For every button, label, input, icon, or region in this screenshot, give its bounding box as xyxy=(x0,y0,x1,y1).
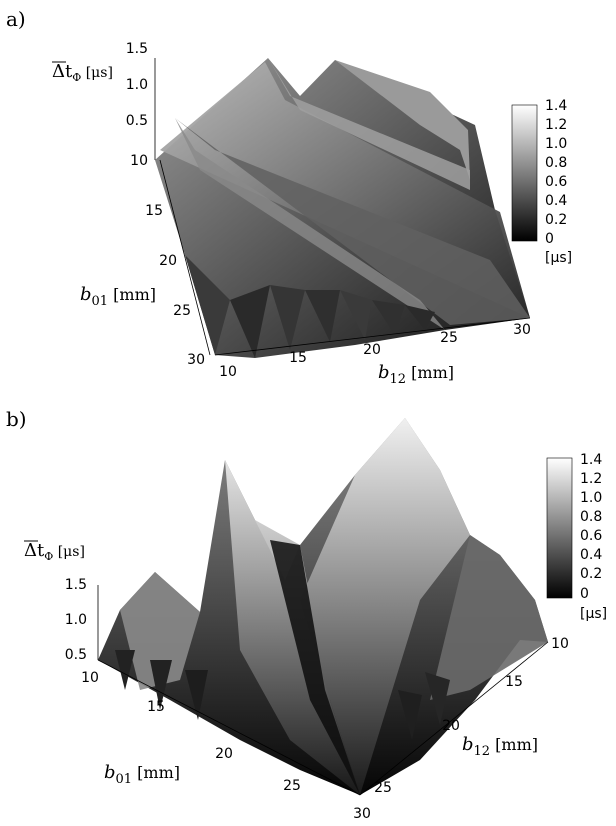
panel-b-z-tick: 1.0 xyxy=(65,612,87,628)
panel-a-label: a) xyxy=(6,7,26,31)
panel-a-cb-tick: 0.8 xyxy=(545,155,567,171)
panel-b-valley-1 xyxy=(270,540,360,795)
panel-a-y-tick: 15 xyxy=(145,203,163,219)
panel-b-z-tick: 1.5 xyxy=(65,577,87,593)
panel-b-colorbar-unit: [μs] xyxy=(580,606,607,622)
panel-a-y-tick: 10 xyxy=(130,153,148,169)
panel-a-ridge-3 xyxy=(175,118,445,330)
panel-b-spike-4 xyxy=(398,690,422,740)
panel-a-y-tick: 30 xyxy=(187,352,205,368)
panel-a-cb-tick: 1.0 xyxy=(545,136,567,152)
panel-b-cb-tick: 1.4 xyxy=(580,452,602,468)
panel-b-colorbar: 1.4 1.2 1.0 0.8 0.6 0.4 0.2 0 [μs] xyxy=(546,452,607,622)
panel-a-y-tick: 20 xyxy=(159,253,177,269)
panel-b-cb-tick: 1.2 xyxy=(580,471,602,487)
panel-b-cb-tick: 0.2 xyxy=(580,566,602,582)
panel-b-y-tick: 15 xyxy=(505,674,523,690)
panel-b-z-tick: 0.5 xyxy=(65,647,87,663)
panel-a-cb-tick: 0.6 xyxy=(545,174,567,190)
panel-a-spike-3 xyxy=(270,285,305,350)
panel-b-cb-tick: 0.8 xyxy=(580,509,602,525)
panel-a-spike-1 xyxy=(185,255,230,355)
panel-b-spike-5 xyxy=(425,672,450,725)
panel-a-axes xyxy=(154,58,531,356)
panel-a-colorbar-unit: [μs] xyxy=(545,250,572,266)
panel-a-spike-7 xyxy=(405,305,435,330)
panel-b-axes xyxy=(97,585,549,796)
panel-a-spike-6 xyxy=(372,300,405,335)
panel-b-x-tick: 25 xyxy=(283,778,301,794)
panel-a-colorbar-ticks: 1.4 1.2 1.0 0.8 0.6 0.4 0.2 0 xyxy=(545,98,567,247)
panel-a-z-ticks: 1.5 1.0 0.5 xyxy=(126,41,148,129)
panel-b: b) 1.5 1.0 0.5 ΔtΦ [μs] xyxy=(6,407,607,822)
panel-a-z-tick: 1.0 xyxy=(126,77,148,93)
panel-b-x-tick: 30 xyxy=(353,806,371,822)
panel-a-x-tick: 25 xyxy=(440,330,458,346)
panel-b-cb-tick: 0.4 xyxy=(580,547,602,563)
panel-a-y-axis-label: b01 [mm] xyxy=(80,284,156,309)
panel-b-z-ticks: 1.5 1.0 0.5 xyxy=(65,577,87,663)
panel-b-y-tick: 20 xyxy=(442,718,460,734)
panel-b-ridge-4 xyxy=(120,572,200,690)
panel-a-cb-tick: 1.4 xyxy=(545,98,567,114)
panel-b-z-axis-label: ΔtΦ [μs] xyxy=(24,540,85,563)
panel-b-ridge-2 xyxy=(300,418,470,795)
panel-a-surface xyxy=(155,58,530,358)
panel-b-label: b) xyxy=(6,407,27,431)
panel-b-cb-tick: 0 xyxy=(580,586,589,602)
panel-b-surface xyxy=(98,418,548,795)
panel-a-z-axis-label: ΔtΦ [μs] xyxy=(52,61,113,84)
panel-a: a) 1.5 1.0 0.5 ΔtΦ xyxy=(6,7,572,387)
panel-a-ridge-4 xyxy=(335,60,470,180)
panel-b-spike-3 xyxy=(185,670,208,720)
panel-a-spike-2 xyxy=(230,285,270,358)
panel-a-ridge-5 xyxy=(268,58,470,190)
panel-a-z-tick: 1.5 xyxy=(126,41,148,57)
panel-a-x-tick: 20 xyxy=(363,342,381,358)
panel-b-spike-1 xyxy=(115,650,135,690)
panel-a-cb-tick: 0 xyxy=(545,231,554,247)
panel-a-colorbar-gradient xyxy=(511,104,538,242)
panel-b-x-tick: 10 xyxy=(81,670,99,686)
panel-b-cb-tick: 0.6 xyxy=(580,528,602,544)
panel-b-x-axis-label: b01 [mm] xyxy=(104,762,180,787)
panel-b-x-tick: 15 xyxy=(147,699,165,715)
panel-b-spike-2 xyxy=(150,660,172,710)
panel-a-y-ticks: 10 15 20 25 30 xyxy=(130,153,205,368)
panel-a-x-tick: 15 xyxy=(289,350,307,366)
panel-b-colorbar-ticks: 1.4 1.2 1.0 0.8 0.6 0.4 0.2 0 xyxy=(580,452,602,602)
panel-b-ridge-3 xyxy=(430,535,548,700)
panel-a-x-tick: 30 xyxy=(513,322,531,338)
panel-a-cb-tick: 0.2 xyxy=(545,212,567,228)
panel-b-colorbar-gradient xyxy=(546,457,573,599)
panel-a-z-tick: 0.5 xyxy=(126,113,148,129)
panel-a-x-tick: 10 xyxy=(219,364,237,380)
panel-b-y-tick: 25 xyxy=(374,780,392,796)
panel-a-spike-5 xyxy=(340,290,372,340)
panel-a-cb-tick: 1.2 xyxy=(545,117,567,133)
panel-a-x-axis-label: b12 [mm] xyxy=(378,362,454,387)
panel-b-y-ticks: 25 20 15 10 xyxy=(374,636,569,796)
panel-a-spike-4 xyxy=(305,290,340,342)
panel-a-ridge-2 xyxy=(175,118,530,325)
panel-a-x-ticks: 10 15 20 25 30 xyxy=(219,322,531,380)
panel-a-y-tick: 25 xyxy=(173,303,191,319)
panel-a-colorbar: 1.4 1.2 1.0 0.8 0.6 0.4 0.2 0 [μs] xyxy=(511,98,572,266)
panel-b-y-tick: 10 xyxy=(551,636,569,652)
panel-b-x-ticks: 10 15 20 25 30 xyxy=(81,670,371,822)
panel-b-cb-tick: 1.0 xyxy=(580,490,602,506)
panel-b-x-tick: 20 xyxy=(215,746,233,762)
panel-b-y-axis-label: b12 [mm] xyxy=(462,734,538,759)
panel-a-cb-tick: 0.4 xyxy=(545,193,567,209)
